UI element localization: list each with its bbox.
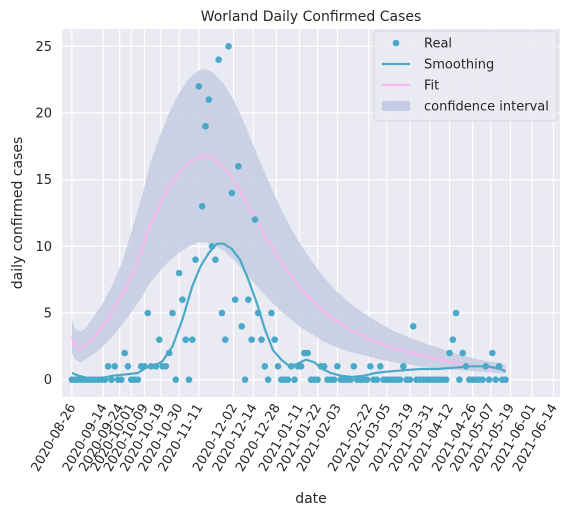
real-point	[479, 376, 486, 383]
real-point	[219, 310, 226, 317]
real-point	[172, 376, 179, 383]
real-point	[321, 363, 328, 370]
real-point	[111, 363, 118, 370]
real-point	[225, 43, 232, 50]
legend-fit-label: Fit	[424, 79, 439, 94]
real-point	[450, 336, 457, 343]
real-point	[141, 363, 148, 370]
real-point	[291, 376, 298, 383]
legend-confidence-marker	[382, 101, 410, 111]
y-tick-label: 15	[35, 173, 52, 188]
real-point	[463, 363, 470, 370]
real-point	[347, 376, 354, 383]
real-point	[125, 363, 132, 370]
real-point	[202, 123, 209, 130]
real-point	[407, 376, 414, 383]
real-point	[334, 363, 341, 370]
real-point	[496, 363, 503, 370]
real-point	[268, 310, 275, 317]
real-point	[179, 296, 186, 303]
real-point	[255, 310, 262, 317]
real-point	[492, 376, 499, 383]
real-point	[156, 336, 163, 343]
real-point	[238, 323, 245, 330]
real-point	[242, 376, 249, 383]
real-point	[258, 336, 265, 343]
real-point	[118, 376, 125, 383]
real-point	[446, 350, 453, 357]
real-point	[196, 83, 203, 90]
real-point	[367, 363, 374, 370]
y-tick-label: 25	[35, 40, 52, 55]
real-point	[209, 243, 216, 250]
x-axis-label: date	[295, 491, 327, 507]
real-point	[288, 363, 295, 370]
real-point	[222, 336, 229, 343]
real-point	[176, 270, 183, 277]
y-tick-label: 20	[35, 107, 52, 122]
real-point	[232, 296, 239, 303]
real-point	[186, 376, 193, 383]
real-point	[121, 350, 128, 357]
legend: Real Smoothing Fit confidence interval	[374, 31, 557, 121]
real-point	[502, 376, 509, 383]
legend-smoothing-label: Smoothing	[424, 58, 494, 73]
real-point	[285, 376, 292, 383]
legend-confidence-label: confidence interval	[424, 100, 549, 115]
real-point	[331, 376, 338, 383]
chart-title: Worland Daily Confirmed Cases	[201, 9, 422, 25]
real-point	[351, 363, 358, 370]
real-point	[252, 216, 259, 223]
real-point	[166, 350, 173, 357]
real-point	[374, 376, 381, 383]
real-point	[153, 363, 160, 370]
real-point	[182, 336, 189, 343]
real-point	[102, 376, 109, 383]
real-point	[364, 376, 371, 383]
real-point	[163, 363, 170, 370]
real-point	[410, 323, 417, 330]
real-point	[105, 363, 112, 370]
real-point	[275, 363, 282, 370]
real-point	[229, 190, 236, 197]
real-point	[265, 376, 272, 383]
real-point	[443, 376, 450, 383]
real-point	[205, 96, 212, 103]
real-point	[459, 350, 466, 357]
legend-real-label: Real	[424, 37, 452, 52]
real-point	[199, 203, 206, 210]
real-point	[400, 363, 407, 370]
real-point	[245, 296, 252, 303]
real-point	[248, 336, 255, 343]
real-point	[486, 376, 493, 383]
real-point	[135, 376, 142, 383]
real-point	[298, 363, 305, 370]
real-point	[144, 310, 151, 317]
real-point	[397, 376, 404, 383]
real-point	[192, 256, 199, 263]
real-point	[215, 56, 222, 63]
real-point	[304, 350, 311, 357]
real-point	[377, 363, 384, 370]
real-point	[482, 363, 489, 370]
real-point	[108, 376, 115, 383]
real-point	[271, 336, 278, 343]
real-point	[456, 376, 463, 383]
y-tick-label: 0	[44, 373, 52, 388]
real-point	[235, 163, 242, 170]
real-point	[453, 310, 460, 317]
y-axis-label: daily confirmed cases	[10, 137, 26, 290]
legend-real-marker	[393, 40, 400, 47]
real-point	[212, 256, 219, 263]
y-tick-label: 10	[35, 240, 52, 255]
real-point	[262, 363, 269, 370]
real-point	[489, 350, 496, 357]
y-tick-label: 5	[44, 307, 52, 322]
real-point	[314, 376, 321, 383]
real-point	[189, 336, 196, 343]
real-point	[169, 310, 176, 317]
